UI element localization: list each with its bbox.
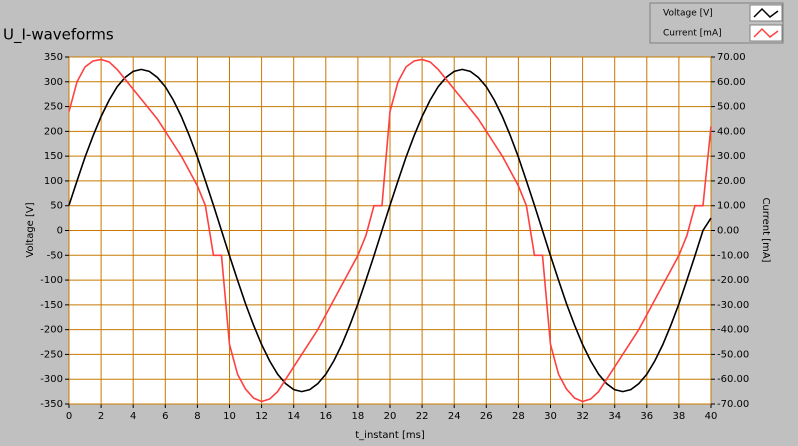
y2-axis-label: Current [mA] [760,197,771,262]
y-tick-label: 0 [57,226,63,237]
y-tick-label: 200 [44,126,63,137]
y2-tick-label: 30.00 [717,151,746,162]
x-tick-label: 18 [352,411,365,422]
series-line [68,58,712,403]
legend-label: Current [mA] [663,29,722,39]
y-tick-label: 150 [44,151,63,162]
x-tick-label: 26 [480,411,493,422]
x-tick-label: 8 [194,411,200,422]
legend-swatch [753,27,779,38]
y-axis-label: Voltage [V] [25,202,36,257]
y-tick-label: -300 [40,374,63,385]
y-tick-label: 250 [44,102,63,113]
y2-tick-label: -60.00 [717,374,749,385]
x-tick-label: 32 [576,411,589,422]
legend-swatch [753,7,779,18]
y2-tick-label: -20.00 [717,275,749,286]
x-tick-label: 40 [705,411,718,422]
x-tick-label: 30 [544,411,557,422]
x-tick-label: 34 [608,411,621,422]
y-tick-label: -250 [40,349,63,360]
x-tick-label: 6 [162,411,168,422]
y-tick-label: -150 [40,300,63,311]
y2-tick-label: 70.00 [717,52,746,63]
series-line [68,68,712,393]
y2-tick-label: 20.00 [717,176,746,187]
y2-tick-label: 10.00 [717,201,746,212]
x-tick-label: 10 [223,411,236,422]
y2-tick-label: -50.00 [717,349,749,360]
x-tick-label: 38 [673,411,686,422]
x-tick-label: 4 [130,411,136,422]
y-tick-label: 300 [44,77,63,88]
x-tick-label: 20 [384,411,397,422]
x-tick-label: 24 [448,411,461,422]
y2-tick-label: 0.00 [717,226,739,237]
x-tick-label: 2 [98,411,104,422]
x-tick-label: 22 [416,411,429,422]
y2-tick-label: 50.00 [717,102,746,113]
legend-label: Voltage [V] [663,9,713,19]
y2-tick-label: -30.00 [717,300,749,311]
y-tick-label: 350 [44,52,63,63]
x-axis-label: t_instant [ms] [355,430,425,441]
legend: Voltage [V] Current [mA] [649,2,784,44]
y2-tick-label: 40.00 [717,126,746,137]
y2-tick-label: -70.00 [717,399,749,410]
y2-tick-label: 60.00 [717,77,746,88]
y-tick-label: -100 [40,275,63,286]
x-tick-label: 36 [640,411,653,422]
y-tick-label: -350 [40,399,63,410]
x-tick-label: 16 [319,411,332,422]
y-tick-label: -50 [47,250,63,261]
x-tick-label: 12 [255,411,268,422]
x-tick-label: 28 [512,411,525,422]
y-tick-label: 50 [50,201,63,212]
y-tick-label: -200 [40,325,63,336]
y2-tick-label: -40.00 [717,325,749,336]
y-tick-label: 100 [44,176,63,187]
x-tick-label: 14 [287,411,300,422]
y2-tick-label: -10.00 [717,250,749,261]
x-tick-label: 0 [66,411,72,422]
chart-title: U_I-waveforms [3,26,114,45]
